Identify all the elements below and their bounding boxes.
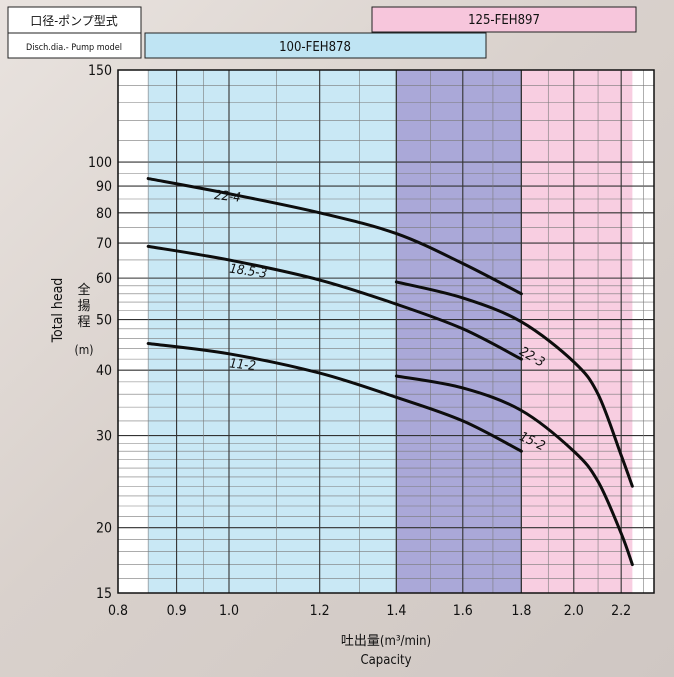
- y-axis-ticks: 15 20 30 40 50 60 70 80 90 100 150: [88, 63, 112, 602]
- x-tick-label: 0.9: [167, 603, 187, 619]
- x-tick-label: 1.0: [219, 603, 239, 619]
- plot-frame: [117, 69, 655, 594]
- curve-label-11-2: 11-2: [229, 356, 257, 374]
- curve-label-18_5-3: 18.5-3: [228, 262, 267, 282]
- y-tick-label: 90: [96, 179, 112, 195]
- y-tick-label: 30: [96, 429, 112, 445]
- x-tick-label: 1.8: [511, 603, 531, 619]
- x-axis-label-en: Capacity: [360, 653, 411, 668]
- x-tick-label: 2.0: [564, 603, 584, 619]
- y-tick-label: 60: [96, 271, 112, 287]
- region-overlap: [396, 70, 522, 593]
- x-axis-label-jp: 吐出量(m³/min): [341, 634, 431, 649]
- y-tick-label: 150: [88, 63, 112, 79]
- y-tick-label: 40: [96, 363, 112, 379]
- x-tick-label: 0.8: [108, 603, 128, 619]
- x-tick-label: 1.2: [310, 603, 330, 619]
- curve-11-2: [146, 341, 523, 453]
- y-tick-label: 70: [96, 236, 112, 252]
- y-tick-label: 80: [96, 206, 112, 222]
- x-axis-ticks: 0.8 0.9 1.0 1.2 1.4 1.6 1.8 2.0 2.2: [108, 603, 631, 619]
- curve-22-4: [146, 177, 523, 296]
- model-label-100-feh878: 100-FEH878: [279, 40, 351, 55]
- y-axis-label-en: Total head: [50, 278, 66, 344]
- y-tick-label: 20: [96, 521, 112, 537]
- x-tick-label: 2.2: [611, 603, 631, 619]
- curve-label-22-4: 22-4: [213, 188, 241, 206]
- y-axis-label-jp: 全揚程: [77, 282, 90, 330]
- performance-curves: 22-418.5-311-2 22-315-2: [146, 177, 634, 567]
- curve-22-3: [394, 280, 634, 488]
- curve-15-2: [394, 374, 634, 567]
- header-label-en: Disch.dia.- Pump model: [26, 43, 122, 53]
- x-tick-label: 1.6: [453, 603, 473, 619]
- y-tick-label: 100: [88, 155, 112, 171]
- y-axis-label-unit: (m): [75, 343, 94, 357]
- y-tick-label: 15: [96, 586, 112, 602]
- curve-18_5-3: [146, 244, 523, 361]
- y-tick-label: 50: [96, 313, 112, 329]
- model-label-125-feh897: 125-FEH897: [468, 13, 540, 28]
- operating-regions: [148, 70, 633, 593]
- chart-header: 口径-ポンプ型式 Disch.dia.- Pump model 125-FEH8…: [7, 6, 637, 59]
- x-tick-label: 1.4: [386, 603, 406, 619]
- header-label-jp: 口径-ポンプ型式: [30, 14, 118, 28]
